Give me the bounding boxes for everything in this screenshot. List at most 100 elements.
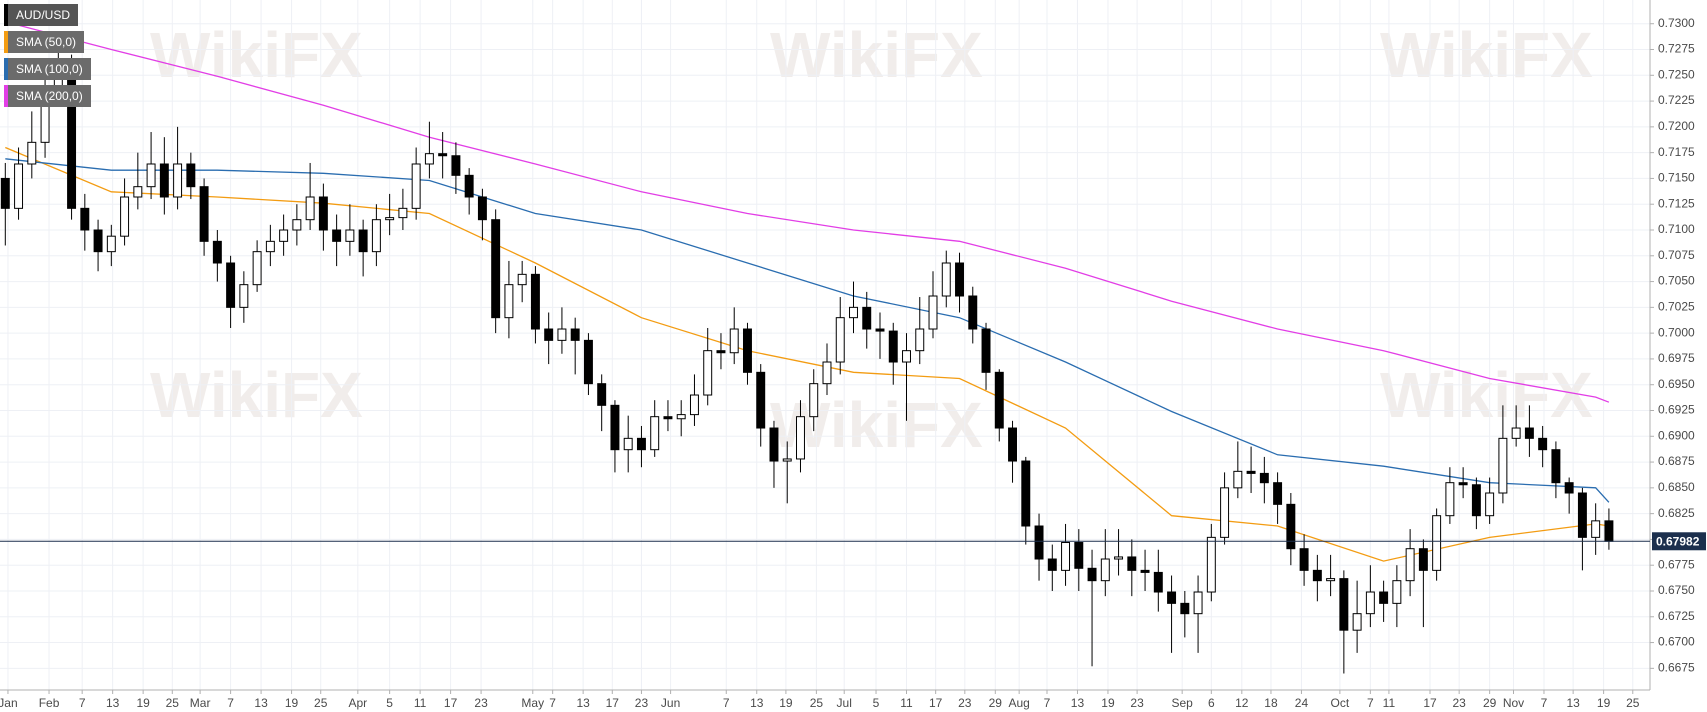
candle-body xyxy=(1273,482,1283,505)
candle-body xyxy=(1220,487,1230,538)
candle-body xyxy=(650,416,660,451)
candle-body xyxy=(106,235,116,253)
candle-body xyxy=(530,273,540,330)
watermark: WikiFX xyxy=(770,389,983,461)
x-tick-label: 23 xyxy=(474,696,488,710)
candle-body xyxy=(1286,503,1296,550)
watermark: WikiFX xyxy=(1380,359,1593,431)
x-tick-label: 23 xyxy=(958,696,972,710)
candle-body xyxy=(875,328,885,332)
x-tick-label: 13 xyxy=(106,696,120,710)
y-tick-label: 0.6700 xyxy=(1658,635,1695,649)
candle-body xyxy=(1299,548,1309,571)
y-tick-label: 0.7125 xyxy=(1658,196,1695,210)
legend-entry: AUD/USD xyxy=(4,4,79,26)
candle-body xyxy=(1206,536,1216,593)
x-tick-label: 13 xyxy=(576,696,590,710)
x-tick-label: 7 xyxy=(227,696,234,710)
candle-body xyxy=(1246,470,1256,474)
y-tick-label: 0.7050 xyxy=(1658,274,1695,288)
x-tick-label: Apr xyxy=(348,696,367,710)
x-tick-label: 23 xyxy=(1130,696,1144,710)
x-tick-label: 18 xyxy=(1264,696,1278,710)
candle-body xyxy=(292,219,302,231)
candle-body xyxy=(1259,472,1269,484)
legend-swatch xyxy=(4,85,8,107)
watermark: WikiFX xyxy=(770,19,983,91)
plot-background xyxy=(0,0,1650,690)
x-tick-label: 7 xyxy=(1044,696,1051,710)
grid xyxy=(0,0,1650,690)
candle-body xyxy=(1008,427,1018,462)
x-tick-label: 17 xyxy=(444,696,458,710)
x-tick-label: 23 xyxy=(635,696,649,710)
x-tick-label: 19 xyxy=(779,696,793,710)
candle-body xyxy=(398,207,408,219)
legend: AUD/USD SMA (50,0) SMA (100,0) SMA (200,0) xyxy=(4,4,91,112)
candle-body xyxy=(769,427,779,462)
candle-body xyxy=(1312,569,1322,582)
x-tick-label: 24 xyxy=(1295,696,1309,710)
x-tick-label: 13 xyxy=(1071,696,1085,710)
candle-body xyxy=(915,328,925,352)
candle-body xyxy=(120,196,130,237)
candle-body xyxy=(716,350,726,354)
y-tick-label: 0.6750 xyxy=(1658,583,1695,597)
legend-label: SMA (100,0) xyxy=(16,62,83,76)
candle-body xyxy=(796,416,805,460)
candle-body xyxy=(1140,569,1150,573)
x-tick-label: 11 xyxy=(900,696,913,710)
candle-body xyxy=(477,196,487,221)
y-tick-label: 0.6900 xyxy=(1658,428,1695,442)
y-tick-label: 0.7250 xyxy=(1658,67,1695,81)
candle-body xyxy=(1485,492,1495,517)
x-tick-label: 19 xyxy=(1101,696,1115,710)
y-tick-label: 0.7275 xyxy=(1658,42,1695,56)
x-tick-label: 13 xyxy=(254,696,268,710)
candle-body xyxy=(14,163,24,209)
y-tick-label: 0.7300 xyxy=(1658,16,1695,30)
y-tick-label: 0.7175 xyxy=(1658,145,1695,159)
candle-body xyxy=(424,153,434,165)
candle-body xyxy=(994,371,1004,429)
candle-body xyxy=(133,186,143,198)
candle-body xyxy=(279,229,289,242)
x-tick-label: 17 xyxy=(1423,696,1437,710)
candle-body xyxy=(93,229,103,253)
x-tick-label: 6 xyxy=(1208,696,1215,710)
y-tick-label: 0.6850 xyxy=(1658,480,1695,494)
candle-body xyxy=(358,229,368,253)
y-tick-label: 0.6725 xyxy=(1658,609,1695,623)
candle-body xyxy=(1167,591,1177,604)
legend-entry: SMA (200,0) xyxy=(4,85,91,107)
x-tick-label: 17 xyxy=(606,696,620,710)
candle-body xyxy=(186,163,196,188)
y-tick-label: 0.7225 xyxy=(1658,93,1695,107)
candle-body xyxy=(703,350,713,396)
y-tick-label: 0.7075 xyxy=(1658,248,1695,262)
legend-swatch xyxy=(4,31,8,53)
candle-body xyxy=(451,155,461,176)
candle-body xyxy=(1127,556,1137,571)
candle-body xyxy=(464,174,474,198)
candle-body xyxy=(1471,484,1481,517)
candle-body xyxy=(835,317,845,363)
x-tick-label: 7 xyxy=(1367,696,1374,710)
legend-swatch xyxy=(4,58,8,80)
candle-body xyxy=(689,394,699,416)
candle-body xyxy=(888,330,898,363)
candle-body xyxy=(1021,460,1031,527)
legend-entry: SMA (100,0) xyxy=(4,58,91,80)
x-tick-label: 25 xyxy=(810,696,824,710)
candle-body xyxy=(1524,427,1534,439)
candle-body xyxy=(411,163,421,209)
x-tick-label: 7 xyxy=(549,696,556,710)
candle-body xyxy=(544,328,554,341)
x-tick-label: 19 xyxy=(136,696,150,710)
x-tick-label: 7 xyxy=(1541,696,1548,710)
candle-body xyxy=(1577,492,1587,538)
candle-body xyxy=(265,240,275,253)
